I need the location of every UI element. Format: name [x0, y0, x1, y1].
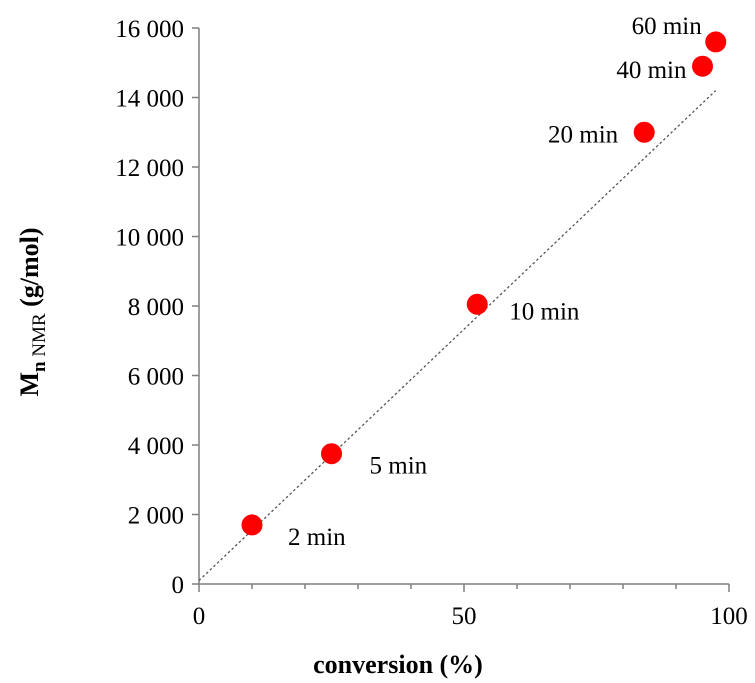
- y-tick-label: 12 000: [115, 155, 184, 182]
- trendline: [198, 90, 717, 581]
- point-label: 60 min: [632, 13, 703, 40]
- y-tick-label: 16 000: [115, 16, 184, 43]
- trendline-path: [198, 90, 717, 581]
- data-point: [241, 514, 263, 536]
- y-tick-label: 10 000: [115, 225, 184, 252]
- y-axis-title: Mn NMR (g/mol): [15, 227, 50, 396]
- x-axis-title: conversion (%): [313, 650, 483, 679]
- y-tick-label: 2 000: [128, 503, 184, 530]
- y-axis-title-main: M: [15, 372, 44, 397]
- y-axis-title-units: (g/mol): [15, 227, 44, 313]
- data-point: [466, 293, 488, 315]
- data-point: [633, 121, 655, 143]
- point-label: 20 min: [548, 121, 619, 148]
- y-tick-label: 4 000: [128, 433, 184, 460]
- y-tick-label: 8 000: [128, 294, 184, 321]
- point-label: 40 min: [616, 57, 687, 84]
- data-point: [705, 31, 727, 53]
- y-axis-title-sub-nmr: NMR: [29, 313, 50, 357]
- point-labels: 2 min 5 min 10 min 20 min 40 min 60 min: [288, 13, 702, 551]
- point-label: 5 min: [370, 453, 428, 480]
- point-label: 10 min: [509, 298, 580, 325]
- y-tick-label: 6 000: [128, 364, 184, 391]
- data-point: [321, 443, 342, 465]
- x-axis: 0 50 100: [193, 583, 748, 630]
- y-tick-label: 14 000: [115, 86, 184, 113]
- y-axis: 0 2 000 4 000 6 000 8 000 10 000 12 000 14 000 1…: [115, 16, 200, 599]
- data-points: [241, 31, 727, 536]
- y-axis-title-sub-n: n: [29, 361, 50, 372]
- x-tick-label: 100: [710, 603, 748, 630]
- y-tick-label: 0: [172, 572, 185, 599]
- data-point: [692, 55, 713, 77]
- x-tick-label: 0: [193, 603, 206, 630]
- point-label: 2 min: [288, 524, 346, 551]
- x-tick-label: 50: [452, 603, 477, 630]
